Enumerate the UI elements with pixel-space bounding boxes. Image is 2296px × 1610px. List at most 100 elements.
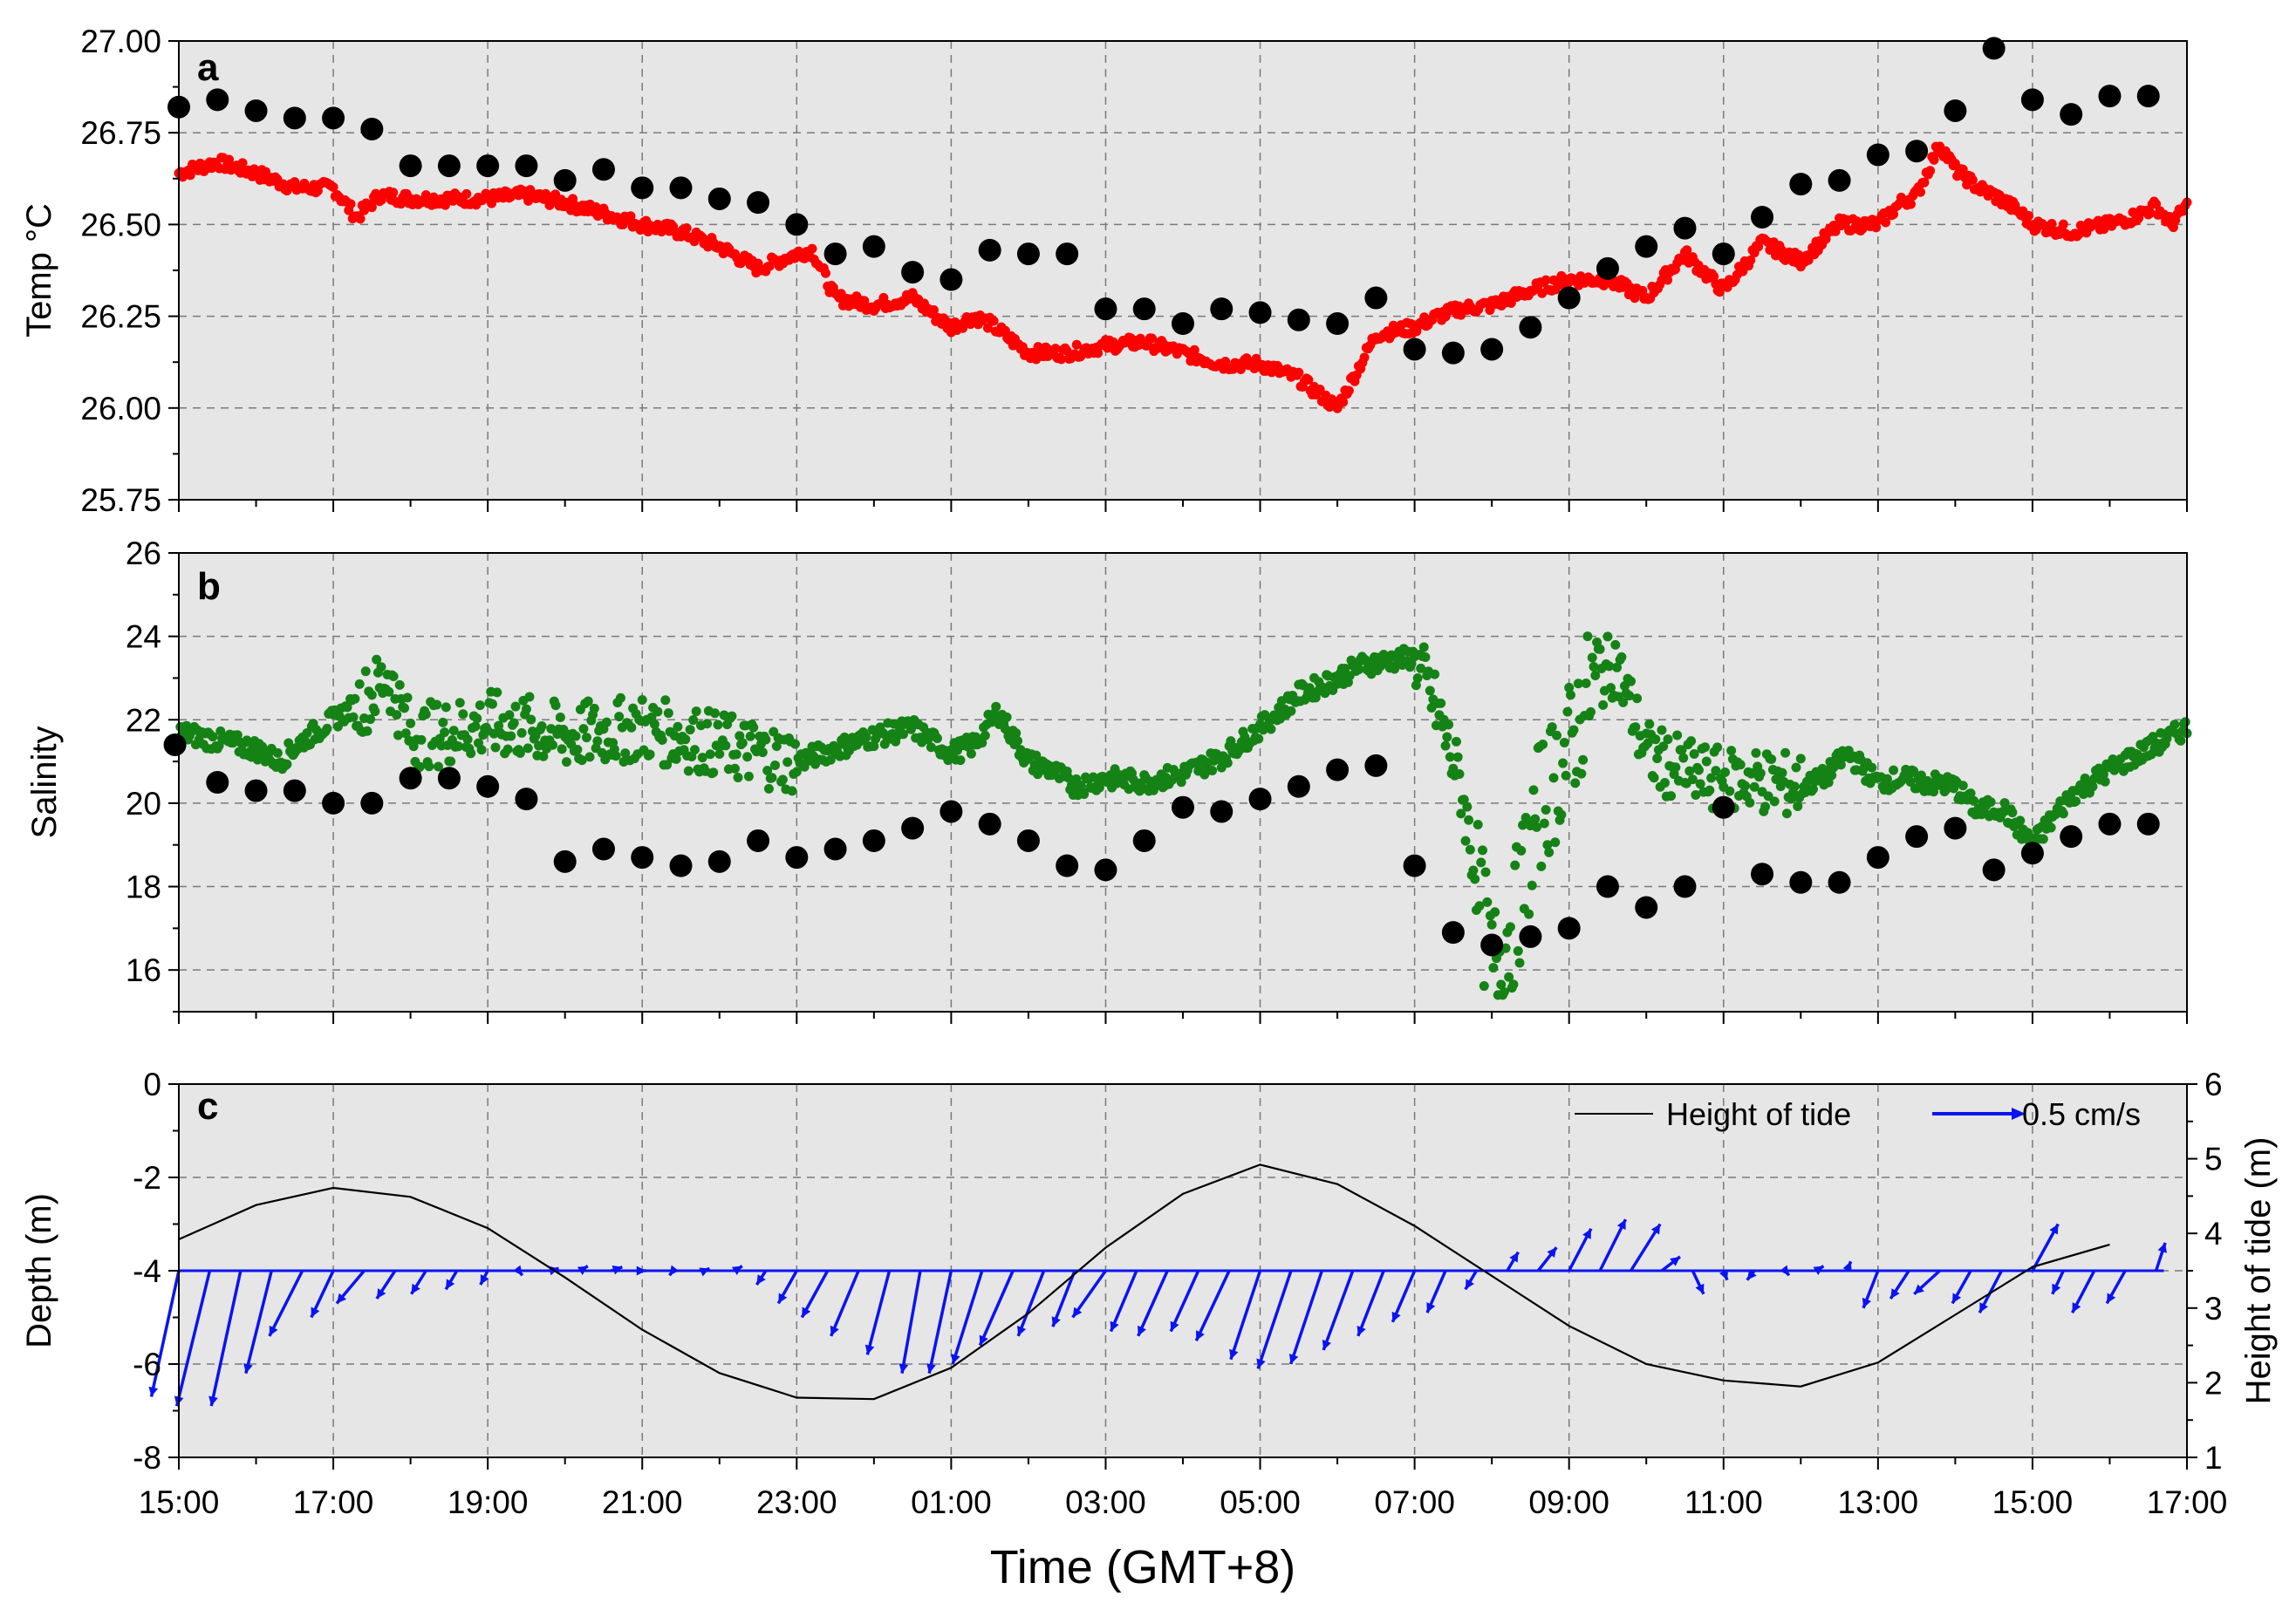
salinity-sensor-point: [1544, 847, 1555, 857]
temp-observed-point: [669, 176, 693, 200]
current-vector-arrowhead: [1746, 1269, 1757, 1280]
salinity-observed-point: [1441, 921, 1465, 945]
temp-sensor-point: [1682, 245, 1692, 256]
temp-observed-point: [862, 235, 885, 258]
temp-sensor-point: [1343, 385, 1354, 396]
temp-sensor-point: [388, 188, 399, 198]
current-vector-arrowhead: [2107, 1293, 2116, 1304]
salinity-sensor-point: [615, 692, 625, 703]
salinity-sensor-point: [2058, 808, 2068, 819]
salinity-sensor-point: [1793, 801, 1803, 811]
salinity-sensor-point: [1769, 796, 1780, 807]
salinity-sensor-point: [1480, 867, 1491, 877]
y2-tick-label: 5: [2204, 1142, 2223, 1177]
salinity-observed-point: [1364, 754, 1388, 777]
salinity-sensor-point: [2046, 822, 2056, 833]
temp-sensor-point: [1189, 345, 1199, 355]
temp-observed-point: [631, 176, 654, 200]
current-vector-arrowhead: [446, 1279, 455, 1290]
salinity-sensor-point: [2098, 769, 2108, 780]
salinity-sensor-point: [1663, 734, 1673, 745]
current-vector: [174, 1270, 212, 1407]
temp-sensor-point: [345, 199, 356, 209]
temp-observed-point: [1982, 37, 2006, 60]
salinity-sensor-point: [966, 748, 976, 759]
salinity-sensor-point: [1564, 682, 1575, 692]
salinity-sensor-point: [2007, 808, 2018, 818]
salinity-sensor-point: [1465, 844, 1475, 855]
salinity-sensor-point: [689, 745, 700, 755]
salinity-sensor-point: [1031, 750, 1042, 761]
salinity-sensor-point: [1479, 981, 1489, 992]
salinity-sensor-point: [1539, 818, 1549, 829]
salinity-sensor-point: [1412, 673, 1423, 684]
salinity-sensor-point: [400, 728, 411, 739]
salinity-sensor-point: [1985, 797, 1996, 808]
current-vector: [951, 1270, 984, 1365]
current-vector-arrowhead: [802, 1306, 811, 1318]
salinity-sensor-point: [350, 693, 360, 704]
salinity-sensor-point: [1354, 664, 1364, 674]
current-vector-arrowhead: [979, 1334, 988, 1346]
salinity-sensor-point: [487, 699, 497, 709]
temp-observed-point: [1056, 242, 1079, 266]
y-tick-label: 26.75: [80, 115, 161, 151]
salinity-sensor-point: [424, 761, 434, 772]
temp-sensor-point: [1905, 199, 1916, 209]
salinity-sensor-point: [432, 699, 442, 710]
current-vector-arrowhead: [951, 1354, 960, 1364]
salinity-observed-point: [1557, 917, 1581, 940]
salinity-sensor-point: [1693, 765, 1704, 775]
salinity-sensor-point: [1705, 785, 1715, 795]
salinity-sensor-point: [1468, 865, 1479, 876]
salinity-sensor-point: [1442, 732, 1452, 742]
salinity-sensor-point: [476, 745, 487, 755]
salinity-sensor-point: [1476, 857, 1486, 868]
salinity-sensor-point: [1604, 661, 1615, 672]
salinity-sensor-point: [462, 734, 473, 745]
salinity-sensor-point: [433, 761, 443, 772]
salinity-sensor-point: [1700, 742, 1711, 753]
salinity-sensor-point: [1550, 837, 1561, 848]
current-vector-arrowhead: [311, 1306, 320, 1318]
y-tick-label: 24: [126, 619, 161, 655]
salinity-sensor-point: [524, 692, 535, 702]
current-vector-arrowhead: [148, 1386, 159, 1397]
salinity-sensor-point: [2176, 735, 2186, 746]
salinity-sensor-point: [1079, 789, 1090, 800]
salinity-sensor-point: [1451, 736, 1461, 747]
current-vector: [1256, 1270, 1293, 1369]
salinity-sensor-point: [1598, 699, 1609, 710]
salinity-sensor-point: [1260, 710, 1270, 720]
salinity-sensor-point: [1777, 767, 1787, 778]
temp-sensor-point: [1147, 333, 1158, 344]
temp-observed-point: [1403, 338, 1426, 361]
salinity-sensor-point: [557, 744, 567, 754]
temp-sensor-point: [1881, 217, 1891, 228]
salinity-observed-point: [1712, 795, 1735, 819]
x-axis-title: Time (GMT+8): [990, 1541, 1296, 1593]
salinity-sensor-point: [454, 741, 464, 752]
salinity-sensor-point: [731, 749, 741, 760]
y-tick-label: 26.25: [80, 299, 161, 335]
y-tick-label: 20: [126, 786, 161, 822]
current-vector-arrowhead: [480, 1274, 489, 1286]
y2-tick-label: 1: [2204, 1440, 2223, 1476]
salinity-sensor-point: [721, 740, 731, 751]
salinity-sensor-point: [620, 748, 631, 759]
salinity-sensor-point: [1712, 742, 1723, 753]
salinity-sensor-point: [272, 747, 283, 758]
salinity-sensor-point: [1650, 734, 1661, 745]
salinity-sensor-point: [1001, 712, 1012, 722]
salinity-sensor-point: [1867, 762, 1877, 773]
panel-a-y-ticks: 25.75 26.00 26.25 26.50 26.75 27.00: [80, 24, 179, 518]
salinity-sensor-point: [2100, 776, 2110, 787]
salinity-sensor-point: [406, 718, 416, 728]
salinity-observed-point: [1519, 924, 1542, 948]
temp-sensor-point: [366, 202, 377, 213]
current-vector-arrowhead: [1914, 1284, 1924, 1294]
salinity-observed-point: [2020, 842, 2044, 865]
salinity-sensor-point: [2023, 828, 2033, 838]
temp-observed-point: [1364, 286, 1388, 310]
